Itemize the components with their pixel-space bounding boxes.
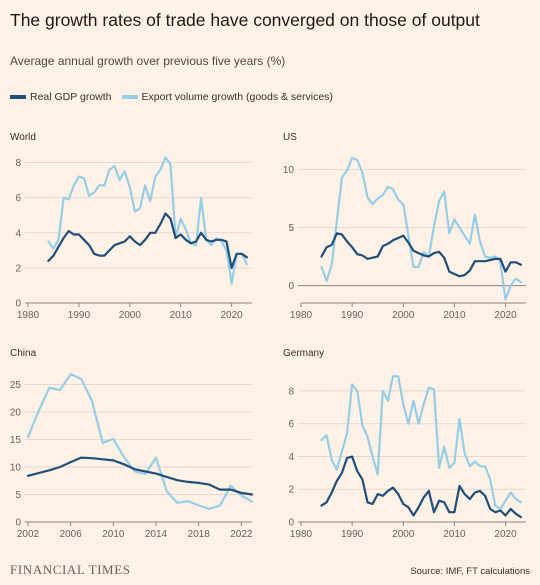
x-tick-label: 2002 bbox=[17, 529, 40, 540]
y-tick-label: 0 bbox=[288, 281, 294, 292]
series-line-gdp bbox=[26, 456, 254, 496]
x-tick-label: 2010 bbox=[443, 529, 466, 540]
panel-1: US 0 5 10 1980 1990 2000 2010 2020 bbox=[283, 132, 526, 321]
x-tick-label: 2006 bbox=[60, 529, 83, 540]
y-tick-label: 5 bbox=[15, 490, 21, 501]
y-tick-label: 4 bbox=[15, 228, 21, 239]
legend-label-gdp: Real GDP growth bbox=[30, 91, 112, 103]
y-tick-label: 6 bbox=[288, 419, 294, 430]
series-line-exports bbox=[47, 156, 248, 285]
panel-title: Germany bbox=[283, 348, 324, 359]
chart-subtitle: Average annual growth over previous five… bbox=[10, 54, 286, 68]
x-tick-label: 2020 bbox=[494, 310, 517, 321]
x-tick-label: 2010 bbox=[102, 529, 125, 540]
y-tick-label: 10 bbox=[10, 463, 22, 474]
y-tick-label: 20 bbox=[10, 408, 22, 419]
x-tick-label: 1980 bbox=[17, 310, 40, 321]
legend-swatch-exports bbox=[121, 95, 138, 99]
y-tick-label: 10 bbox=[283, 165, 295, 176]
legend: Real GDP growth Export volume growth (go… bbox=[10, 91, 343, 103]
x-tick-label: 1990 bbox=[68, 310, 91, 321]
ft-logo: FINANCIAL TIMES bbox=[10, 562, 131, 577]
legend-item-exports: Export volume growth (goods & services) bbox=[121, 91, 333, 103]
x-tick-label: 2022 bbox=[230, 529, 253, 540]
series-line-exports bbox=[26, 373, 254, 510]
y-tick-label: 2 bbox=[15, 263, 21, 274]
y-tick-label: 2 bbox=[288, 485, 294, 496]
panel-3: Germany 0 2 4 6 8 1980 1990 2000 2010 2020 bbox=[283, 348, 526, 540]
x-tick-label: 1980 bbox=[290, 529, 313, 540]
panel-title: World bbox=[10, 132, 36, 143]
y-tick-label: 4 bbox=[288, 452, 294, 463]
y-tick-label: 8 bbox=[15, 158, 21, 169]
y-tick-label: 15 bbox=[10, 435, 22, 446]
x-tick-label: 2014 bbox=[145, 529, 168, 540]
panel-title: US bbox=[283, 132, 297, 143]
y-tick-label: 6 bbox=[15, 193, 21, 204]
series-line-gdp bbox=[320, 455, 523, 519]
series-line-gdp bbox=[320, 232, 523, 278]
x-tick-label: 2020 bbox=[221, 310, 244, 321]
y-tick-label: 0 bbox=[15, 299, 21, 310]
x-tick-label: 2018 bbox=[188, 529, 211, 540]
y-tick-label: 0 bbox=[288, 518, 294, 529]
y-tick-label: 25 bbox=[10, 380, 22, 391]
x-tick-label: 1990 bbox=[341, 310, 364, 321]
x-tick-label: 2010 bbox=[443, 310, 466, 321]
panel-2: China 0 5 10 15 20 25 2002 2006 2010 2014 2018 2022 bbox=[10, 348, 254, 540]
x-tick-label: 2000 bbox=[392, 310, 415, 321]
source-note: Source: IMF, FT calculations bbox=[410, 566, 530, 577]
chart-title: The growth rates of trade have converged… bbox=[10, 10, 480, 30]
x-tick-label: 2010 bbox=[170, 310, 193, 321]
y-tick-label: 0 bbox=[15, 518, 21, 529]
x-tick-label: 2020 bbox=[494, 529, 517, 540]
series-line-exports bbox=[320, 375, 523, 510]
x-tick-label: 2000 bbox=[392, 529, 415, 540]
series-line-exports bbox=[320, 156, 523, 301]
legend-label-exports: Export volume growth (goods & services) bbox=[141, 91, 333, 103]
x-tick-label: 2000 bbox=[119, 310, 142, 321]
legend-item-gdp: Real GDP growth bbox=[10, 91, 112, 103]
y-tick-label: 5 bbox=[288, 223, 294, 234]
y-tick-label: 8 bbox=[288, 386, 294, 397]
legend-swatch-gdp bbox=[10, 95, 26, 99]
panel-0: World 0 2 4 6 8 1980 1990 2000 2010 2020 bbox=[10, 132, 252, 321]
series-line-gdp bbox=[47, 212, 248, 269]
panel-title: China bbox=[10, 348, 37, 359]
x-tick-label: 1980 bbox=[290, 310, 313, 321]
x-tick-label: 1990 bbox=[341, 529, 364, 540]
